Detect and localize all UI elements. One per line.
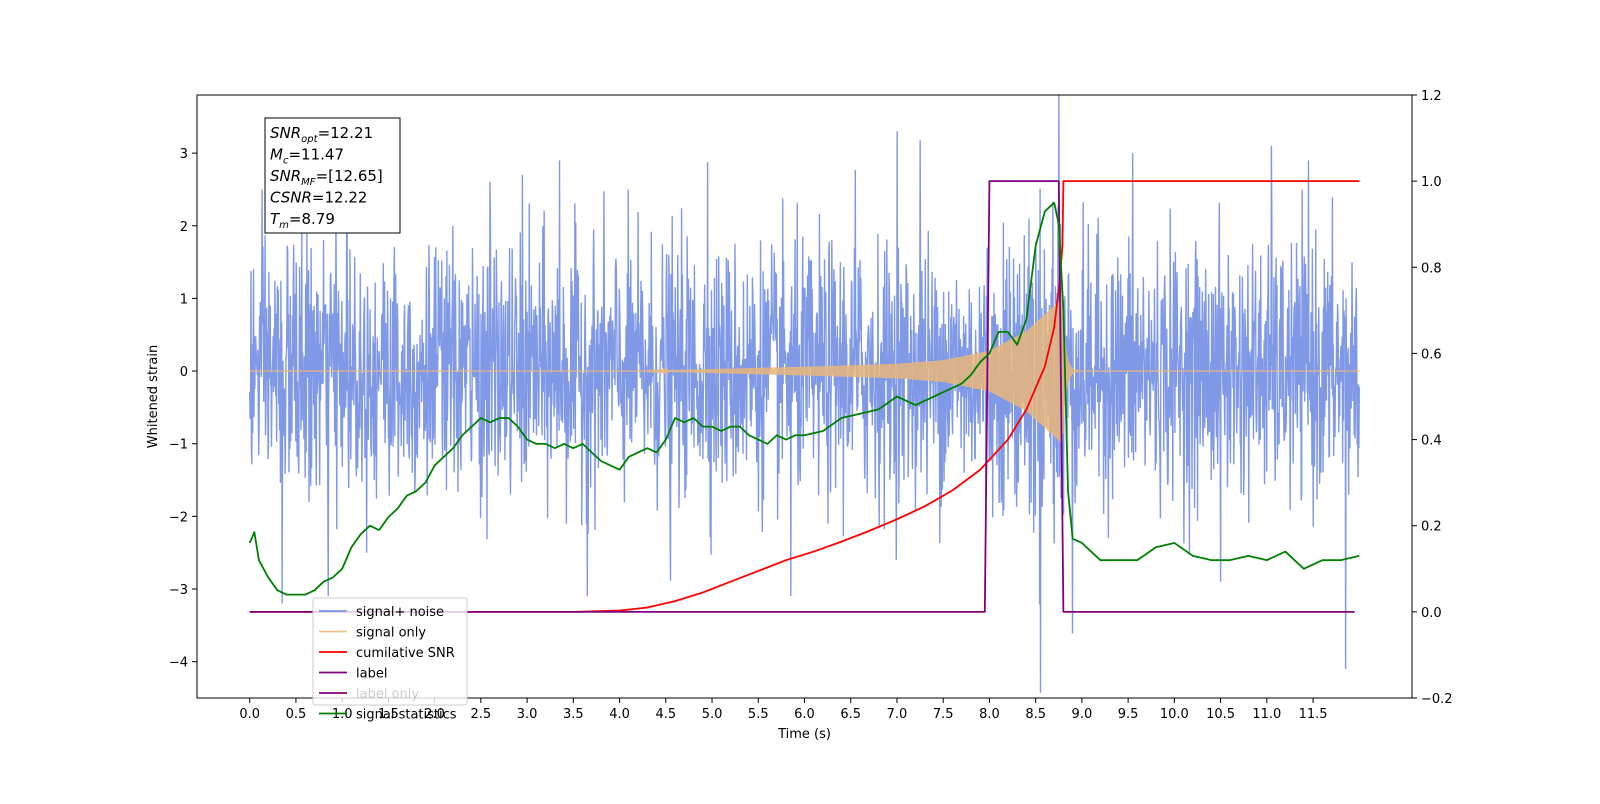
x-tick-label: 4.0 bbox=[609, 707, 630, 722]
info-annotation: SNRopt=12.21Mc=11.47SNRMF=[12.65]CSNR=12… bbox=[264, 117, 401, 234]
x-tick-label: 7.0 bbox=[887, 707, 908, 722]
y-left-tick-label: −1 bbox=[169, 438, 188, 453]
legend-entry: signal+ noise bbox=[356, 605, 444, 620]
info-line-subscript: MF bbox=[301, 177, 316, 188]
y-left-tick-label: 2 bbox=[180, 220, 188, 235]
x-tick-label: 6.5 bbox=[840, 707, 861, 722]
x-axis-label: Time (s) bbox=[777, 727, 831, 742]
x-tick-label: 9.5 bbox=[1118, 707, 1139, 722]
x-tick-label: 5.0 bbox=[702, 707, 723, 722]
x-tick-label: 11.5 bbox=[1299, 707, 1328, 722]
legend-entry: cumilative SNR bbox=[356, 646, 455, 661]
x-tick-label: 6.0 bbox=[794, 707, 815, 722]
info-line-subscript: m bbox=[279, 220, 289, 231]
x-tick-label: 0.5 bbox=[286, 707, 307, 722]
info-line: Mc=11.47 bbox=[270, 146, 344, 167]
x-tick-label: 10.0 bbox=[1160, 707, 1189, 722]
x-tick-label: 8.0 bbox=[979, 707, 1000, 722]
y-right-tick-label: 0.0 bbox=[1421, 606, 1442, 621]
x-tick-label: 7.5 bbox=[933, 707, 954, 722]
series-label-line bbox=[249, 180, 1355, 613]
y-right-tick-label: 1.2 bbox=[1421, 89, 1442, 104]
series-signal-noise-line bbox=[249, 95, 1360, 693]
info-line-value: =8.79 bbox=[289, 210, 335, 228]
x-tick-label: 9.0 bbox=[1072, 707, 1093, 722]
info-line: SNRMF=[12.65] bbox=[270, 167, 383, 188]
y-left-tick-label: 3 bbox=[180, 147, 188, 162]
x-tick-label: 5.5 bbox=[748, 707, 769, 722]
legend: signal+ noise signal only cumilative SNR la… bbox=[312, 597, 468, 723]
y-right-tick-label: 0.2 bbox=[1421, 520, 1442, 535]
info-line-value: =[12.65] bbox=[316, 167, 383, 185]
info-line-symbol: M bbox=[270, 146, 283, 164]
x-tick-label: 3.0 bbox=[517, 707, 538, 722]
x-tick-label: 4.5 bbox=[655, 707, 676, 722]
x-tick-label: 10.5 bbox=[1206, 707, 1235, 722]
y-axis-label: Whitened strain bbox=[146, 345, 161, 448]
y-left-tick-label: 0 bbox=[180, 365, 188, 380]
x-tick-label: 3.5 bbox=[563, 707, 584, 722]
legend-entry: signal statistics bbox=[356, 708, 457, 723]
series-signal-only-line bbox=[249, 298, 1360, 444]
info-line-symbol: SNR bbox=[270, 167, 301, 185]
y-left-tick-label: −3 bbox=[169, 583, 188, 598]
y-left-tick-label: −2 bbox=[169, 510, 188, 525]
info-line-symbol: T bbox=[270, 210, 281, 228]
info-line-value: =11.47 bbox=[288, 146, 344, 164]
x-tick-label: 1.5 bbox=[378, 707, 399, 722]
y-right-tick-label: 1.0 bbox=[1421, 175, 1442, 190]
legend-entry: label bbox=[356, 667, 387, 682]
series-cumilative-snr-line bbox=[249, 180, 1360, 613]
info-box bbox=[264, 117, 401, 234]
x-tick-label: 8.5 bbox=[1025, 707, 1046, 722]
info-line: Tm=8.79 bbox=[270, 210, 335, 231]
info-line: CSNR=12.22 bbox=[270, 189, 367, 207]
info-line: SNRopt=12.21 bbox=[270, 124, 373, 145]
info-line-value: =12.21 bbox=[318, 124, 374, 142]
x-tick-label: 11.0 bbox=[1252, 707, 1281, 722]
y-right-tick-label: 0.4 bbox=[1421, 434, 1442, 449]
info-line-value: =12.22 bbox=[312, 189, 368, 207]
legend-entry: signal only bbox=[356, 626, 426, 641]
info-line-subscript: c bbox=[283, 156, 289, 167]
y-right-tick-label: −0.2 bbox=[1421, 692, 1453, 707]
x-tick-label: 2.0 bbox=[424, 707, 445, 722]
y-left-tick-label: −4 bbox=[169, 656, 188, 671]
info-line-symbol: CSNR bbox=[270, 189, 312, 207]
x-tick-label: 0.0 bbox=[239, 707, 260, 722]
y-right-tick-label: 0.8 bbox=[1421, 261, 1442, 276]
x-tick-label: 2.5 bbox=[471, 707, 492, 722]
legend-entry: label only bbox=[356, 687, 419, 702]
info-line-subscript: opt bbox=[301, 134, 318, 145]
info-line-symbol: SNR bbox=[270, 124, 301, 142]
series-signal-statistics-line bbox=[248, 201, 1360, 596]
y-left-tick-label: 1 bbox=[180, 292, 188, 307]
x-tick-label: 1.0 bbox=[332, 707, 353, 722]
y-right-tick-label: 0.6 bbox=[1421, 347, 1442, 362]
legend-box bbox=[312, 597, 468, 706]
plot-area bbox=[248, 95, 1360, 693]
